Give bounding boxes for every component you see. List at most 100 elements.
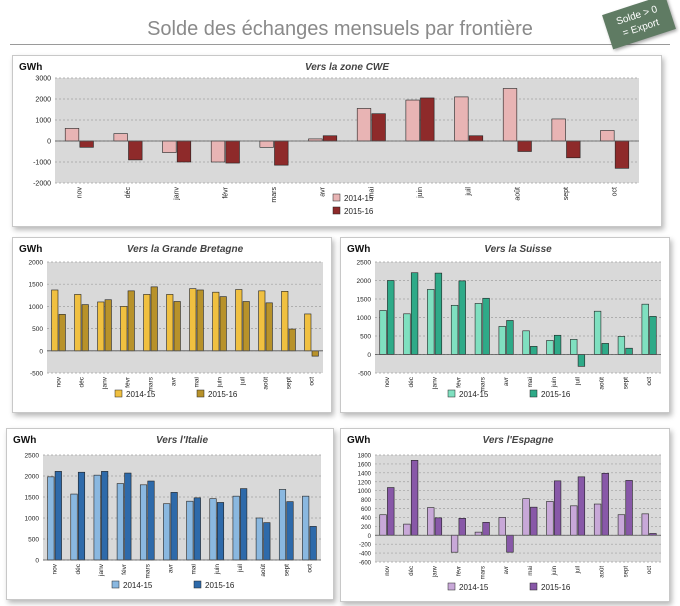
bar	[434, 517, 443, 536]
legend-swatch	[196, 389, 205, 398]
y-tick-label: 1500	[29, 282, 44, 289]
plot-area	[47, 262, 323, 373]
bar	[410, 272, 419, 355]
bar	[551, 118, 566, 142]
bar	[147, 480, 155, 561]
legend-swatch	[447, 389, 456, 398]
bar	[546, 501, 554, 536]
bar	[379, 310, 387, 355]
y-tick-label: -400	[359, 552, 372, 558]
bar	[600, 130, 615, 142]
legend-label: 2014-15	[123, 581, 153, 590]
bar	[288, 328, 296, 352]
y-tick-label: 1000	[35, 118, 51, 125]
bar	[617, 514, 626, 536]
legend-swatch	[114, 389, 123, 398]
legend-swatch	[529, 389, 538, 398]
bar	[482, 297, 490, 355]
bar	[427, 507, 435, 536]
bar	[403, 313, 411, 355]
chart-es: Vers l'Espagne GWh -600 -400 -200 0 200 400 600 8…	[347, 435, 661, 592]
bar	[427, 289, 435, 355]
bar	[546, 340, 554, 355]
y-tick-label: 3000	[35, 76, 51, 83]
bar	[522, 498, 530, 536]
chart-title: Vers la zone CWE	[305, 62, 389, 73]
x-tick-label: oct	[309, 377, 316, 386]
sign-convention-badge: Solde > 0 = Export	[602, 0, 676, 50]
x-tick-label: avr	[503, 376, 510, 386]
bar	[189, 288, 197, 352]
x-tick-label: oct	[306, 564, 313, 573]
y-axis-unit: GWh	[347, 244, 370, 255]
bar	[450, 304, 459, 355]
x-tick-label: mai	[368, 187, 375, 199]
bar	[232, 495, 240, 561]
x-tick-label: avr	[504, 566, 510, 574]
bar	[356, 108, 372, 142]
plot-area	[375, 455, 661, 562]
y-tick-label: 2500	[357, 260, 372, 267]
x-tick-label: mai	[528, 566, 534, 576]
bar	[255, 517, 263, 561]
bar	[263, 522, 271, 561]
legend-swatch	[193, 580, 202, 589]
y-tick-label: -500	[30, 371, 43, 378]
bar	[311, 350, 319, 357]
legend-swatch	[111, 580, 120, 589]
y-tick-label: 0	[35, 558, 39, 565]
x-tick-label: sept	[286, 377, 293, 389]
bar	[482, 522, 490, 536]
plot-area	[43, 455, 321, 560]
x-tick-label: déc	[125, 187, 132, 199]
y-tick-label: 2000	[357, 278, 372, 285]
x-tick-label: juil	[240, 376, 247, 386]
bar	[641, 513, 649, 536]
x-tick-label: déc	[79, 376, 86, 387]
bar	[166, 294, 174, 352]
x-tick-label: févr	[125, 376, 132, 388]
bar	[405, 99, 420, 142]
x-tick-label: mars	[480, 566, 486, 579]
x-tick-label: mars	[148, 376, 155, 391]
x-tick-label: juin	[217, 377, 224, 389]
x-tick-label: janv	[432, 376, 439, 390]
bar	[498, 517, 506, 536]
plot-area	[55, 78, 639, 183]
bar	[120, 306, 128, 352]
bar	[614, 140, 630, 169]
bar	[51, 289, 59, 352]
x-tick-label: nov	[384, 376, 391, 387]
bar	[259, 140, 274, 148]
bar	[566, 140, 581, 159]
y-tick-label: 1000	[357, 315, 372, 322]
chart-title: Vers la Suisse	[484, 244, 552, 255]
bar	[309, 526, 317, 561]
bar	[104, 299, 112, 352]
bar	[216, 502, 225, 561]
legend-label: 2014-15	[126, 390, 156, 399]
bar	[193, 497, 201, 561]
bar	[281, 291, 289, 352]
x-tick-label: sept	[623, 566, 629, 578]
x-tick-label: sept	[563, 187, 570, 200]
bar	[173, 301, 181, 352]
x-tick-label: oct	[647, 566, 653, 574]
bar	[617, 336, 626, 355]
y-tick-label: 2500	[25, 453, 40, 460]
legend-swatch	[529, 582, 538, 591]
legend-label: 2015-16	[205, 581, 235, 590]
legend-swatch	[332, 193, 341, 202]
x-tick-label: févr	[121, 563, 128, 575]
bar	[47, 476, 55, 561]
bar	[258, 290, 266, 352]
bar	[506, 320, 514, 355]
bar	[101, 471, 109, 561]
bar	[553, 480, 562, 536]
bar	[458, 518, 466, 536]
x-tick-label: mai	[191, 564, 198, 574]
y-tick-label: -2000	[33, 181, 51, 188]
legend-label: 2015-16	[208, 390, 238, 399]
legend-swatch	[447, 582, 456, 591]
bar	[77, 471, 86, 561]
